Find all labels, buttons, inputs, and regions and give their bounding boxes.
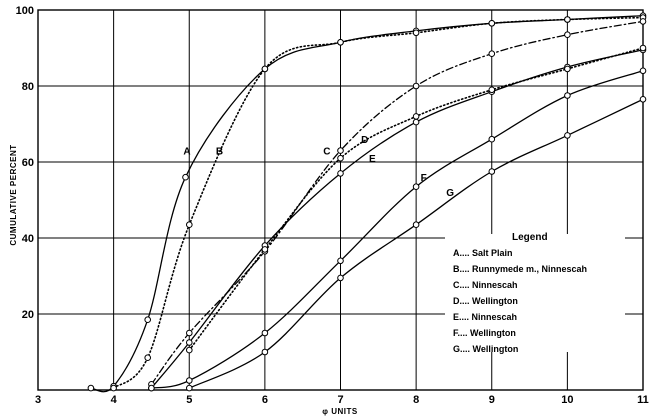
point-b-6	[488, 20, 496, 27]
legend-entry-f: F.... Wellington	[453, 328, 516, 338]
point-f-2	[261, 329, 269, 337]
point-b-1	[144, 354, 151, 362]
point-f-1	[186, 377, 193, 384]
curve-c	[150, 49, 644, 389]
point-a-3	[182, 173, 189, 181]
point-f-0	[148, 384, 155, 392]
curve-label-c: C	[323, 146, 330, 157]
curve-label-g: G	[446, 188, 454, 199]
point-d-1	[186, 329, 193, 337]
legend-title: Legend	[512, 232, 548, 243]
x-tick-label-4: 4	[111, 394, 118, 406]
y-axis-title: CUMULATIVE PERCENT	[9, 144, 18, 245]
x-tick-label-3: 3	[35, 394, 41, 406]
curve-label-d: D	[361, 135, 368, 146]
y-tick-label-20: 20	[22, 309, 34, 321]
y-tick-label-100: 100	[16, 5, 34, 17]
point-b-3	[261, 65, 269, 73]
curve-label-a: A	[183, 146, 190, 157]
point-layer	[87, 12, 647, 392]
legend-entry-d: D.... Wellington	[453, 296, 518, 306]
point-dotted-companion-6	[639, 44, 647, 52]
legend-entry-g: G.... Wellington	[453, 344, 518, 354]
point-d-7	[639, 18, 647, 25]
point-b-0	[110, 384, 117, 392]
legend-background	[445, 234, 625, 352]
legend-entry-e: E.... Ninnescah	[453, 312, 517, 322]
point-e-3	[412, 221, 420, 228]
x-tick-label-5: 5	[186, 394, 192, 406]
point-b-5	[412, 29, 420, 37]
point-e-1	[261, 348, 269, 356]
point-dotted-companion-2	[337, 154, 344, 162]
point-f-7	[639, 67, 647, 75]
x-tick-label-7: 7	[337, 394, 343, 406]
curve-label-e: E	[369, 154, 376, 165]
point-f-4	[412, 183, 420, 190]
y-tick-label-80: 80	[22, 81, 34, 93]
point-b-7	[564, 16, 571, 23]
point-dotted-companion-3	[412, 113, 420, 120]
point-e-0	[186, 384, 193, 392]
x-tick-label-9: 9	[489, 394, 495, 406]
x-tick-label-8: 8	[413, 394, 419, 406]
point-c-4	[412, 118, 420, 126]
legend-entry-b: B.... Runnymede m., Ninnescah	[453, 264, 587, 274]
point-e-2	[337, 274, 344, 282]
y-tick-label-60: 60	[22, 157, 34, 169]
legend-entry-c: C.... Ninnescah	[453, 280, 518, 290]
curve-label-layer: A B C DE F G	[183, 135, 454, 199]
point-dotted-companion-4	[488, 86, 496, 94]
y-tick-label-40: 40	[22, 233, 34, 245]
point-dotted-companion-1	[261, 246, 269, 253]
curve-f	[150, 70, 644, 389]
legend: Legend A.... Salt Plain B.... Runnymede …	[445, 232, 625, 354]
x-tick-label-10: 10	[561, 394, 573, 406]
curve-label-f: F	[421, 173, 427, 184]
point-dotted-companion-0	[186, 346, 193, 354]
curve-b	[112, 16, 644, 389]
point-d-3	[337, 147, 344, 154]
legend-entry-a: A.... Salt Plain	[453, 248, 513, 258]
point-f-3	[337, 257, 344, 265]
x-tick-label-11: 11	[637, 394, 649, 406]
tick-layer: 3 4 5 6 7 8 9 10 11 20 40 60 80 100	[16, 5, 649, 406]
point-c-3	[337, 170, 344, 177]
curve-label-b: B	[216, 146, 223, 157]
point-e-6	[639, 96, 647, 103]
point-a-2	[144, 316, 151, 324]
point-c-1	[186, 339, 193, 346]
point-d-6	[564, 31, 571, 39]
point-b-2	[186, 221, 193, 228]
point-dotted-companion-5	[564, 65, 571, 73]
point-b-4	[337, 39, 344, 46]
point-f-5	[488, 135, 496, 143]
point-e-5	[564, 132, 571, 139]
curve-d	[150, 20, 644, 385]
point-a-0	[87, 384, 95, 392]
point-f-6	[564, 92, 571, 99]
point-d-4	[412, 82, 420, 90]
x-axis-title: φ UNITS	[322, 407, 358, 416]
x-tick-label-6: 6	[262, 394, 268, 406]
point-d-5	[488, 50, 496, 58]
point-e-4	[488, 168, 496, 175]
